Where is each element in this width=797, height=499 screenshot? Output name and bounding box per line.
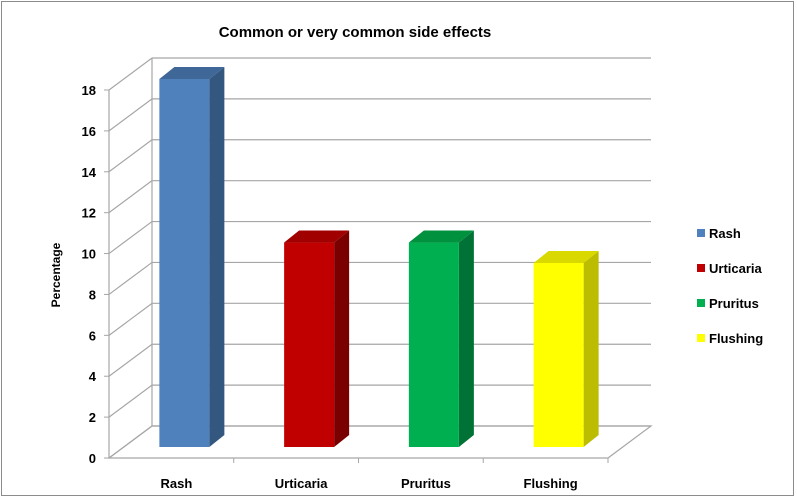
gridline-side [108, 57, 153, 91]
gridline-side [108, 302, 153, 336]
x-tick-label: Pruritus [401, 476, 451, 491]
legend-swatch [697, 264, 705, 272]
bar-rash [159, 79, 210, 447]
bar-side-rash [209, 67, 225, 447]
y-tick-label: 2 [89, 410, 96, 425]
bar-side-urticaria [334, 230, 350, 447]
x-tick-label: Flushing [524, 476, 578, 491]
y-tick-label: 14 [82, 165, 97, 180]
bar-pruritus [408, 242, 459, 447]
legend-swatch [697, 299, 705, 307]
gridline-side [108, 343, 153, 377]
gridline-side [108, 98, 153, 132]
y-tick-label: 12 [82, 206, 96, 221]
bar-top-urticaria [284, 230, 350, 243]
y-axis-label: Percentage [49, 242, 63, 307]
bar-urticaria [284, 242, 335, 447]
y-tick-label: 16 [82, 124, 96, 139]
bar-top-pruritus [408, 230, 474, 243]
y-tick-label: 8 [89, 287, 96, 302]
y-tick-label: 10 [82, 247, 96, 262]
legend-swatch [697, 229, 705, 237]
legend-label: Urticaria [709, 261, 763, 276]
bar-side-flushing [583, 251, 599, 447]
y-tick-label: 6 [89, 328, 96, 343]
y-tick-label: 4 [89, 369, 97, 384]
y-tick-label: 0 [89, 451, 96, 466]
legend-label: Pruritus [709, 296, 759, 311]
x-tick-label: Urticaria [275, 476, 329, 491]
gridline-side [108, 180, 153, 214]
legend-label: Flushing [709, 331, 763, 346]
bar-side-pruritus [458, 230, 474, 447]
gridline-side [108, 261, 153, 295]
legend-label: Rash [709, 226, 741, 241]
gridline-side [108, 425, 153, 459]
bar-top-flushing [533, 251, 599, 263]
chart-title: Common or very common side effects [219, 24, 492, 41]
gridline-side [108, 221, 153, 255]
x-tick-label: Rash [160, 476, 192, 491]
legend-swatch [697, 334, 705, 342]
gridline-side [108, 384, 153, 418]
bar-top-rash [159, 67, 225, 79]
y-tick-label: 18 [82, 83, 96, 98]
bar-flushing [533, 263, 584, 447]
gridline-side [108, 139, 153, 173]
